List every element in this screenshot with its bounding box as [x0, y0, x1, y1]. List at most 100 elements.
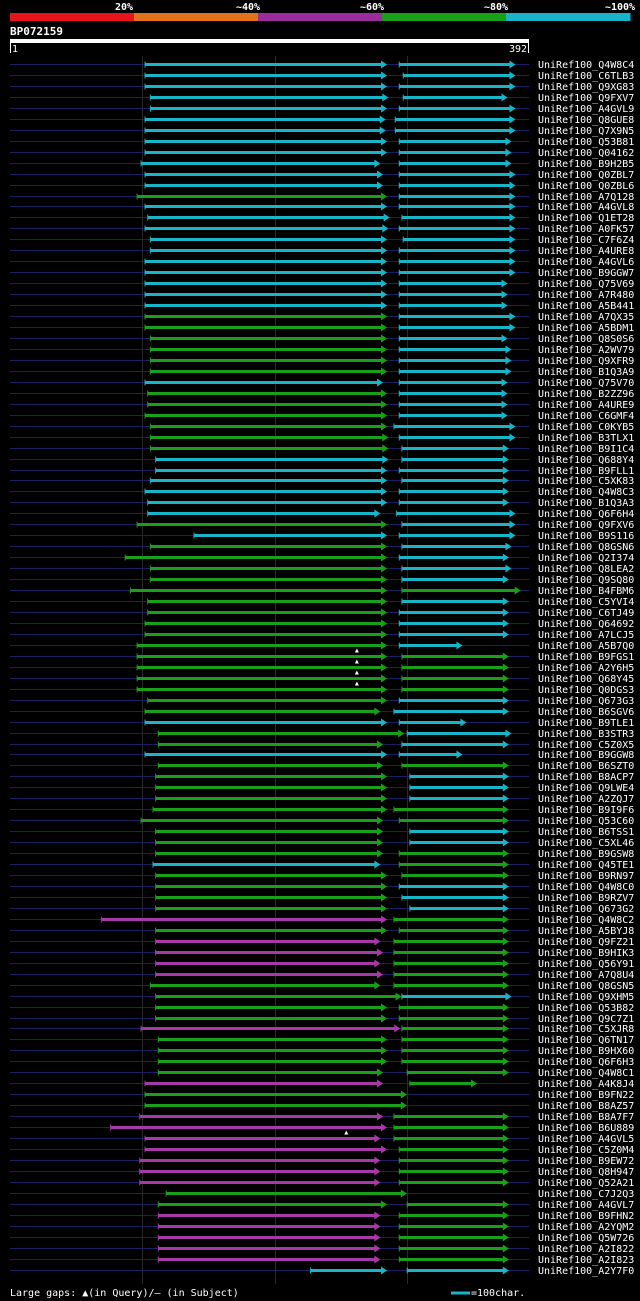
alignment-row[interactable]: UniRef100_A5B441 — [10, 301, 634, 312]
alignment-row[interactable]: UniRef100_Q9XFR9 — [10, 356, 634, 367]
subject-label[interactable]: UniRef100_Q688Y4 — [538, 455, 634, 466]
subject-label[interactable]: UniRef100_Q75V70 — [538, 378, 634, 389]
alignment-row[interactable]: UniRef100_A4URE9 — [10, 400, 634, 411]
alignment-row[interactable]: UniRef100_Q8GUE8 — [10, 115, 634, 126]
alignment-row[interactable]: UniRef100_Q53B81 — [10, 137, 634, 148]
alignment-row[interactable]: UniRef100_B9H2B5 — [10, 159, 634, 170]
subject-label[interactable]: UniRef100_A7Q8U4 — [538, 970, 634, 981]
alignment-row[interactable]: UniRef100_B9S116 — [10, 531, 634, 542]
subject-label[interactable]: UniRef100_B9GGW7 — [538, 268, 634, 279]
alignment-row[interactable]: UniRef100_B3TLX1 — [10, 433, 634, 444]
subject-label[interactable]: UniRef100_A7Q128 — [538, 192, 634, 203]
subject-label[interactable]: UniRef100_A2Y6H5 — [538, 663, 634, 674]
alignment-row[interactable]: UniRef100_A4URE8 — [10, 246, 634, 257]
subject-label[interactable]: UniRef100_B9FHN2 — [538, 1211, 634, 1222]
subject-label[interactable]: UniRef100_C5YVI4 — [538, 597, 634, 608]
alignment-row[interactable]: UniRef100_A7Q128 — [10, 192, 634, 203]
alignment-row[interactable]: UniRef100_A5BDM1 — [10, 323, 634, 334]
subject-label[interactable]: UniRef100_A2ZQJ7 — [538, 794, 634, 805]
subject-label[interactable]: UniRef100_B6SGV6 — [538, 707, 634, 718]
alignment-row[interactable]: UniRef100_B9HX60 — [10, 1046, 634, 1057]
subject-label[interactable]: UniRef100_Q4W8C4 — [538, 60, 634, 71]
alignment-row[interactable]: UniRef100_Q64692 — [10, 619, 634, 630]
alignment-row[interactable]: UniRef100_C5YVI4 — [10, 597, 634, 608]
alignment-row[interactable]: UniRef100_B6U889 — [10, 1123, 634, 1134]
alignment-row[interactable]: UniRef100_B9EW72 — [10, 1156, 634, 1167]
alignment-row[interactable]: UniRef100_Q75V69 — [10, 279, 634, 290]
alignment-row[interactable]: UniRef100_A2WV79 — [10, 345, 634, 356]
subject-label[interactable]: UniRef100_Q6TN17 — [538, 1035, 634, 1046]
alignment-row[interactable]: UniRef100_C6TLB3 — [10, 71, 634, 82]
alignment-row[interactable]: UniRef100_Q8S0S6 — [10, 334, 634, 345]
subject-label[interactable]: UniRef100_B9RZV7 — [538, 893, 634, 904]
subject-label[interactable]: UniRef100_Q53B82 — [538, 1003, 634, 1014]
subject-label[interactable]: UniRef100_Q8GSN6 — [538, 542, 634, 553]
alignment-row[interactable]: UniRef100_C5XL46 — [10, 838, 634, 849]
subject-label[interactable]: UniRef100_B6SZT0 — [538, 761, 634, 772]
alignment-row[interactable]: UniRef100_B6TSS1 — [10, 827, 634, 838]
subject-label[interactable]: UniRef100_Q8GUE8 — [538, 115, 634, 126]
subject-label[interactable]: UniRef100_B3TLX1 — [538, 433, 634, 444]
alignment-row[interactable]: UniRef100_A4GVL9 — [10, 104, 634, 115]
subject-label[interactable]: UniRef100_Q9FXV7 — [538, 93, 634, 104]
alignment-row[interactable]: UniRef100_B8AZ57 — [10, 1101, 634, 1112]
alignment-row[interactable]: UniRef100_B9TLE1 — [10, 718, 634, 729]
subject-label[interactable]: UniRef100_Q9SQ80 — [538, 575, 634, 586]
alignment-row[interactable]: UniRef100_C5Z0X5 — [10, 740, 634, 751]
alignment-row[interactable]: UniRef100_A2I822 — [10, 1244, 634, 1255]
subject-label[interactable]: UniRef100_A4GVL6 — [538, 257, 634, 268]
subject-label[interactable]: UniRef100_B9EW72 — [538, 1156, 634, 1167]
subject-label[interactable]: UniRef100_Q673G3 — [538, 696, 634, 707]
subject-label[interactable]: UniRef100_Q8LEA2 — [538, 564, 634, 575]
subject-label[interactable]: UniRef100_A5BDM1 — [538, 323, 634, 334]
alignment-row[interactable]: UniRef100_C6TJ49 — [10, 608, 634, 619]
subject-label[interactable]: UniRef100_B9HX60 — [538, 1046, 634, 1057]
alignment-row[interactable]: UniRef100_C6GMF4 — [10, 411, 634, 422]
alignment-row[interactable]: UniRef100_B4FBM6 — [10, 586, 634, 597]
subject-label[interactable]: UniRef100_B9HIK3 — [538, 948, 634, 959]
alignment-row[interactable]: UniRef100_Q9XG83 — [10, 82, 634, 93]
alignment-row[interactable]: UniRef100_Q53C60 — [10, 816, 634, 827]
subject-label[interactable]: UniRef100_Q68Y45 — [538, 674, 634, 685]
subject-label[interactable]: UniRef100_B9GGW8 — [538, 750, 634, 761]
subject-label[interactable]: UniRef100_B9S116 — [538, 531, 634, 542]
subject-label[interactable]: UniRef100_B9GSW8 — [538, 849, 634, 860]
subject-label[interactable]: UniRef100_C6TJ49 — [538, 608, 634, 619]
subject-label[interactable]: UniRef100_Q4W8C1 — [538, 1068, 634, 1079]
subject-label[interactable]: UniRef100_A7LCJ5 — [538, 630, 634, 641]
alignment-row[interactable]: UniRef100_C0KYB5 — [10, 422, 634, 433]
subject-label[interactable]: UniRef100_A4URE9 — [538, 400, 634, 411]
alignment-row[interactable]: UniRef100_A4GVL6 — [10, 257, 634, 268]
subject-label[interactable]: UniRef100_Q6F6H3 — [538, 1057, 634, 1068]
subject-label[interactable]: UniRef100_C7F6Z4 — [538, 235, 634, 246]
alignment-row[interactable]: UniRef100_B9FHN2 — [10, 1211, 634, 1222]
alignment-row[interactable]: UniRef100_B9RN97 — [10, 871, 634, 882]
subject-label[interactable]: UniRef100_C5XK83 — [538, 476, 634, 487]
subject-label[interactable]: UniRef100_A4GVL9 — [538, 104, 634, 115]
alignment-row[interactable]: UniRef100_A7R480 — [10, 290, 634, 301]
subject-label[interactable]: UniRef100_B9TLE1 — [538, 718, 634, 729]
subject-label[interactable]: UniRef100_Q9C7Z1 — [538, 1014, 634, 1025]
subject-label[interactable]: UniRef100_A4GVL7 — [538, 1200, 634, 1211]
subject-label[interactable]: UniRef100_Q9LWE4 — [538, 783, 634, 794]
alignment-row[interactable]: UniRef100_B9RZV7 — [10, 893, 634, 904]
subject-label[interactable]: UniRef100_B4FBM6 — [538, 586, 634, 597]
subject-label[interactable]: UniRef100_Q8H947 — [538, 1167, 634, 1178]
alignment-row[interactable]: UniRef100_A4K8J4 — [10, 1079, 634, 1090]
subject-label[interactable]: UniRef100_Q0DGS3 — [538, 685, 634, 696]
subject-label[interactable]: UniRef100_A4URE8 — [538, 246, 634, 257]
alignment-row[interactable]: UniRef100_Q9XHM5 — [10, 992, 634, 1003]
alignment-row[interactable]: UniRef100_A0FK57 — [10, 224, 634, 235]
subject-label[interactable]: UniRef100_B8AZ57 — [538, 1101, 634, 1112]
alignment-row[interactable]: UniRef100_Q5W726 — [10, 1233, 634, 1244]
subject-label[interactable]: UniRef100_Q4W8C0 — [538, 882, 634, 893]
alignment-row[interactable]: UniRef100_Q45TE1 — [10, 860, 634, 871]
subject-label[interactable]: UniRef100_Q75V69 — [538, 279, 634, 290]
subject-label[interactable]: UniRef100_Q53B81 — [538, 137, 634, 148]
subject-label[interactable]: UniRef100_B1Q3A3 — [538, 498, 634, 509]
alignment-row[interactable]: UniRef100_Q9FXV6 — [10, 520, 634, 531]
subject-label[interactable]: UniRef100_C5XL46 — [538, 838, 634, 849]
subject-label[interactable]: UniRef100_Q8GSN5 — [538, 981, 634, 992]
subject-label[interactable]: UniRef100_Q9FZ21 — [538, 937, 634, 948]
subject-label[interactable]: UniRef100_B6TSS1 — [538, 827, 634, 838]
